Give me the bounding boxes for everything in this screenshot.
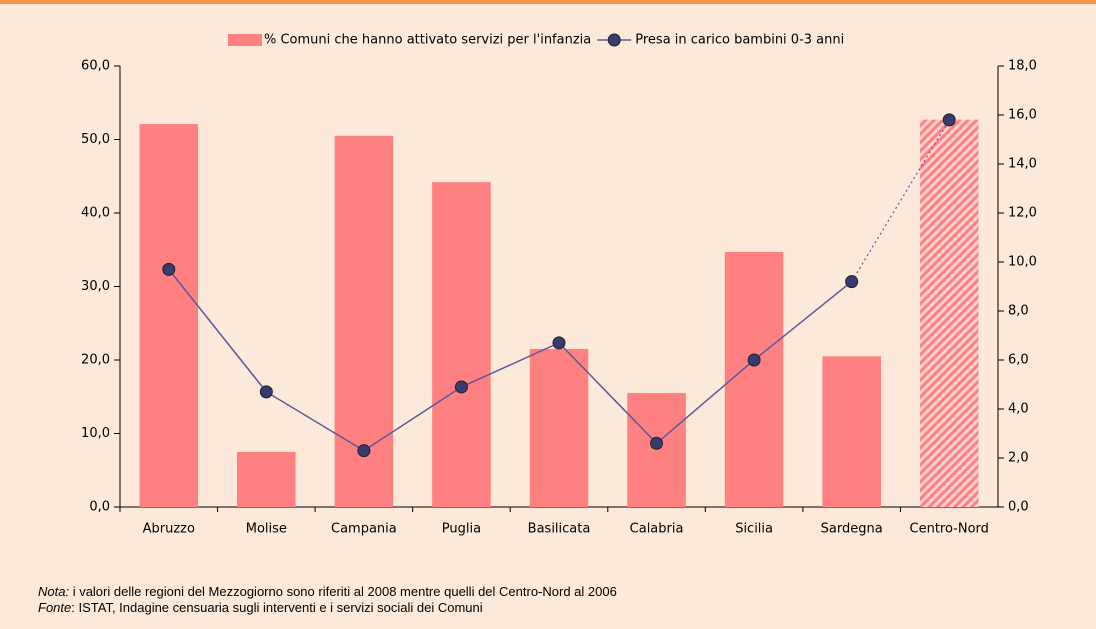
x-tick-label: Puglia <box>442 522 481 537</box>
y-tick-label: 20,0 <box>81 353 110 368</box>
y2-tick-label: 8,0 <box>1008 304 1029 319</box>
chart: 0,0 10,0 20,0 30,0 40,0 50,0 60,0 0,0 2,0 4,0 6,0 8… <box>81 33 1037 537</box>
legend-marker <box>607 33 621 47</box>
bar <box>822 356 881 507</box>
note-text: i valori delle regioni del Mezzogiorno s… <box>69 584 617 599</box>
point <box>942 113 956 127</box>
point <box>162 262 176 276</box>
bar <box>237 451 296 507</box>
legend-swatch <box>228 34 262 46</box>
legend-label: % Comuni che hanno attivato servizi per … <box>264 33 591 48</box>
bar <box>919 119 979 507</box>
bar <box>432 182 491 507</box>
legend-label: Presa in carico bambini 0-3 anni <box>635 33 844 48</box>
x-tick-label: Sardegna <box>821 522 883 537</box>
point <box>357 444 371 458</box>
line-dotted <box>851 119 950 282</box>
note: Nota: i valori delle regioni del Mezzogi… <box>38 584 617 600</box>
bar <box>627 393 686 507</box>
notes: Nota: i valori delle regioni del Mezzogi… <box>38 584 617 616</box>
y2-tick-label: 12,0 <box>1008 206 1037 221</box>
y2-tick-label: 18,0 <box>1008 59 1037 74</box>
bar <box>724 251 784 507</box>
y-tick-label: 0,0 <box>89 500 110 515</box>
y2-tick-label: 4,0 <box>1008 402 1029 417</box>
y2-tick-label: 16,0 <box>1008 108 1037 123</box>
note: Fonte: ISTAT, Indagine censuaria sugli i… <box>38 600 617 616</box>
x-tick-label: Campania <box>331 522 397 537</box>
line <box>168 268 853 452</box>
y2-tick-label: 2,0 <box>1008 451 1029 466</box>
bar <box>529 348 589 507</box>
y2-tick-label: 10,0 <box>1008 255 1037 270</box>
y2-tick-label: 14,0 <box>1008 157 1037 172</box>
y-tick-label: 60,0 <box>81 59 110 74</box>
x-tick-label: Calabria <box>630 522 684 537</box>
bar <box>139 124 199 507</box>
y-tick-label: 10,0 <box>81 426 110 441</box>
note-label: Fonte <box>38 600 72 615</box>
y-tick-label: 30,0 <box>81 279 110 294</box>
x-tick-label: Basilicata <box>528 522 591 537</box>
y2-tick-label: 6,0 <box>1008 353 1029 368</box>
x-tick-label: Abruzzo <box>143 522 195 537</box>
point <box>845 275 859 289</box>
y-tick-label: 50,0 <box>81 132 110 147</box>
x-tick-label: Molise <box>246 522 287 537</box>
point <box>454 380 468 394</box>
y2-tick-label: 0,0 <box>1008 500 1029 515</box>
note-text: : ISTAT, Indagine censuaria sugli interv… <box>71 600 483 615</box>
point <box>552 336 566 350</box>
x-tick-label: Centro-Nord <box>910 522 989 537</box>
point <box>259 385 273 399</box>
point <box>650 436 664 450</box>
y-tick-label: 40,0 <box>81 206 110 221</box>
note-label: Nota: <box>38 584 70 599</box>
point <box>747 353 761 367</box>
x-tick-label: Sicilia <box>735 522 773 537</box>
